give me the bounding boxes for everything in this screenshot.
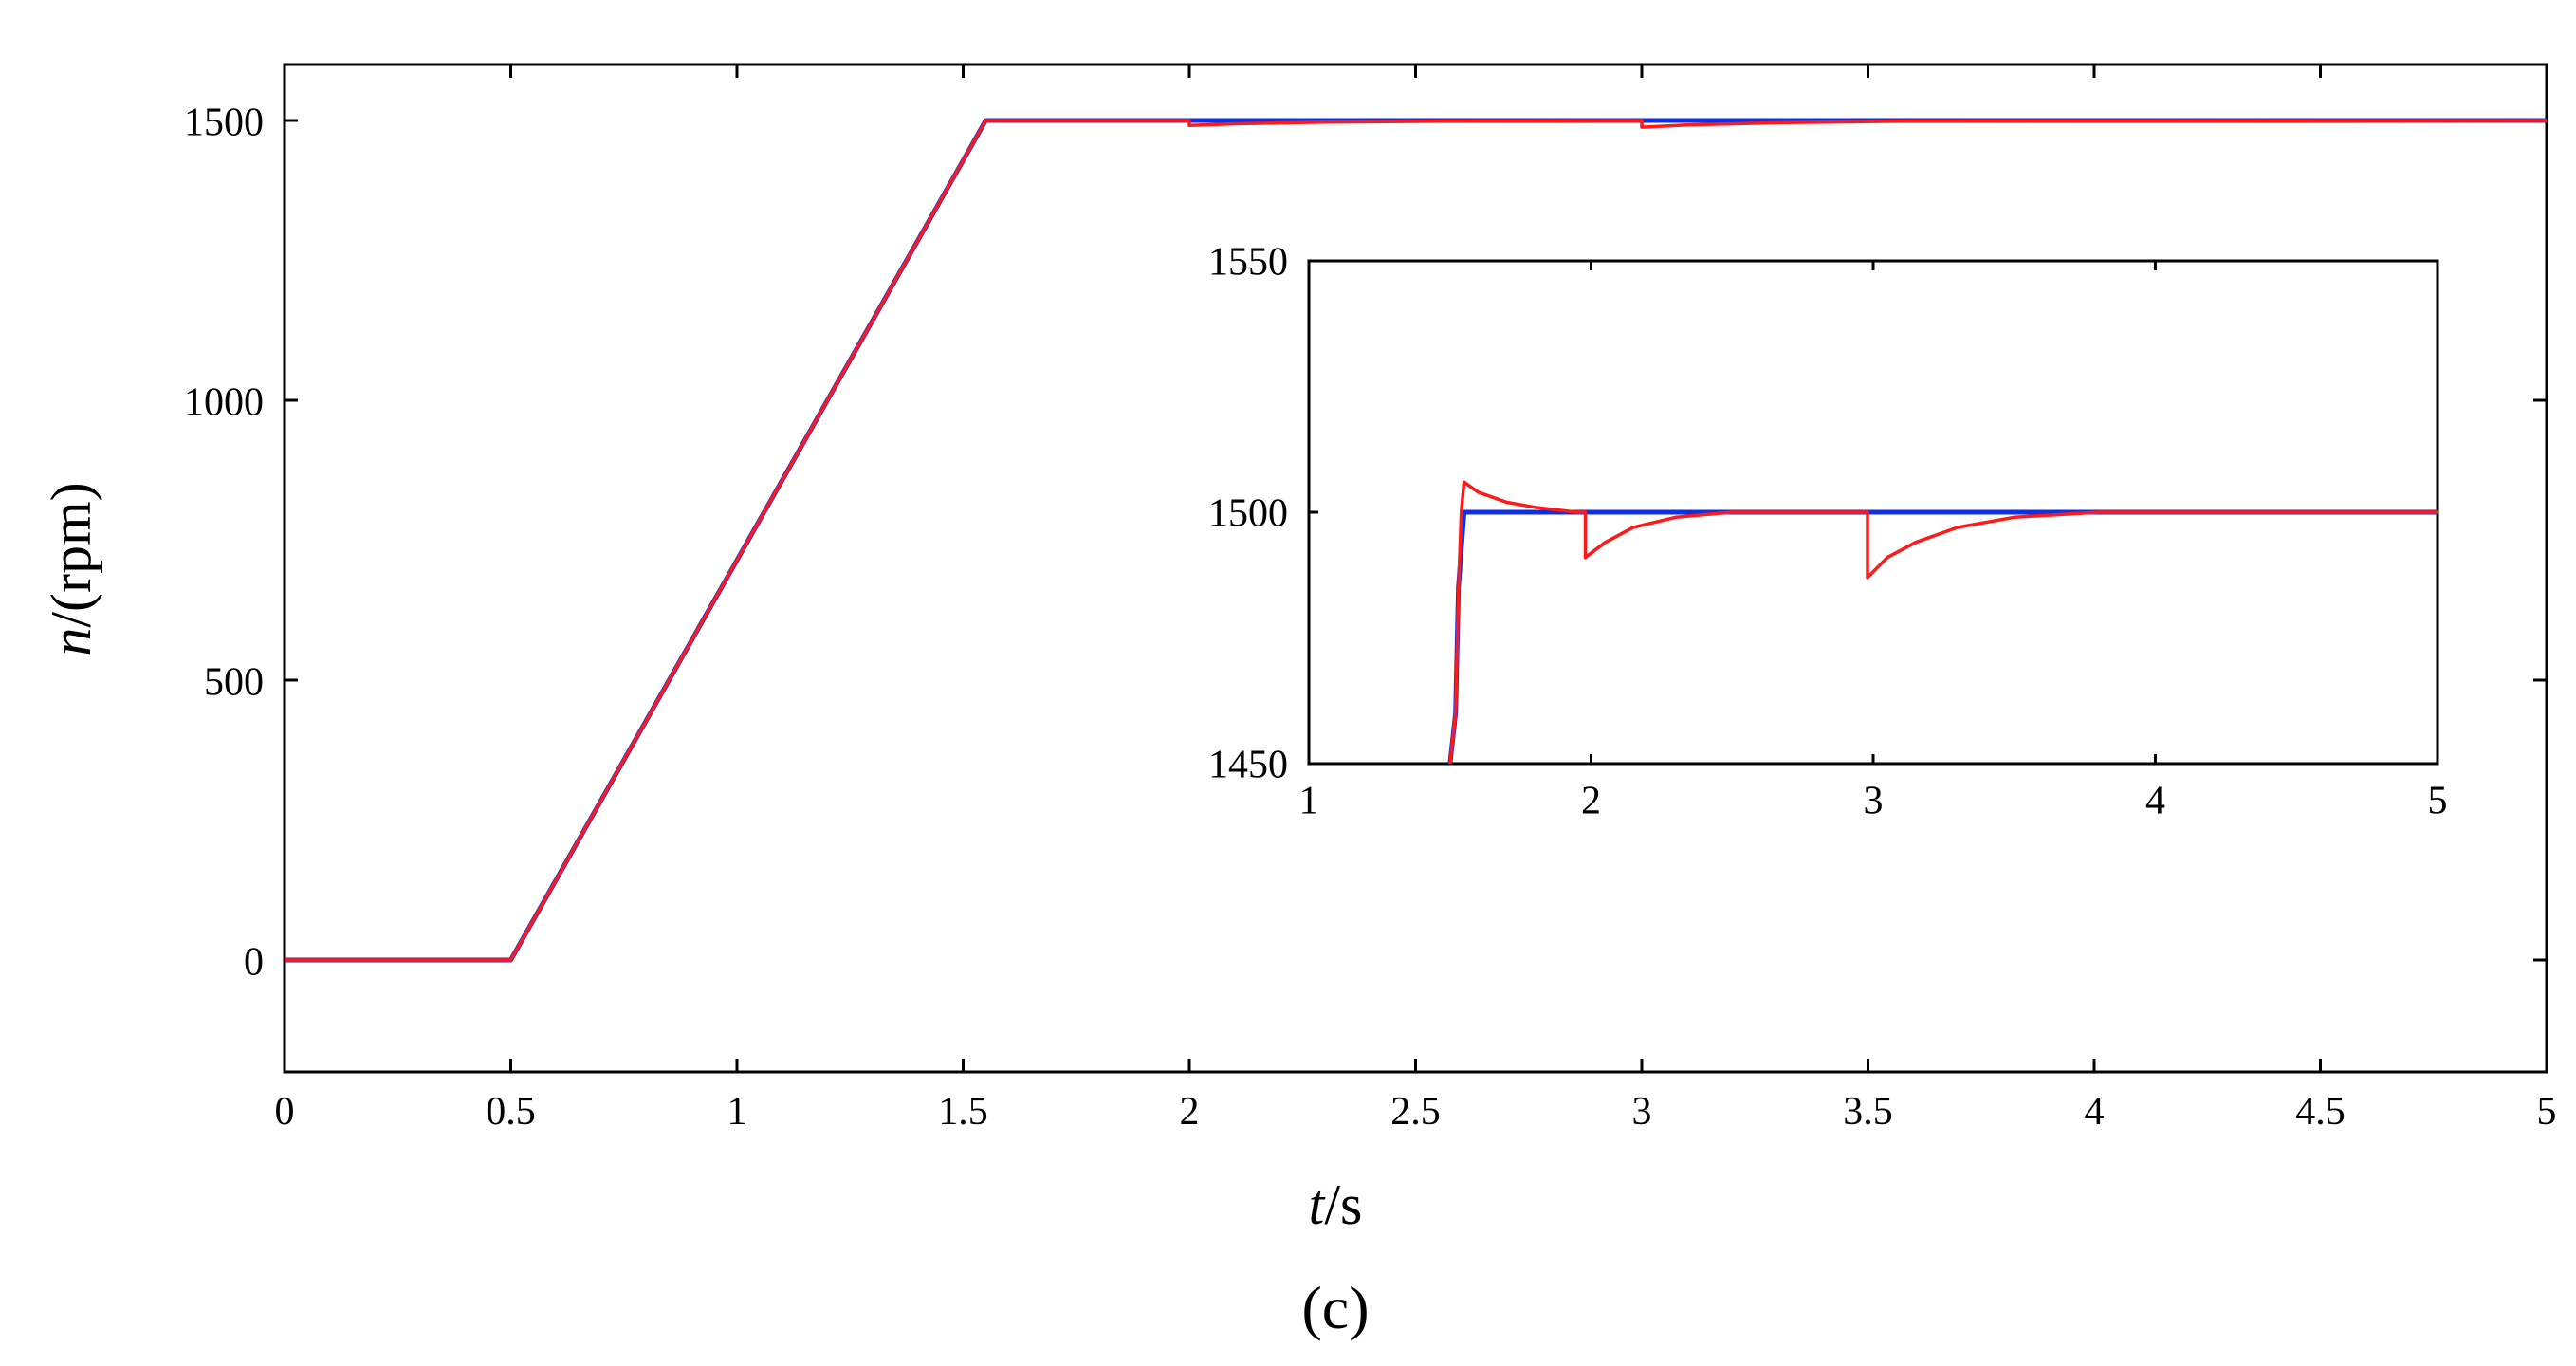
- inset-tick-labels: 1 2 3 4 5 1450 1500 1550: [1208, 241, 2448, 823]
- main-series: [285, 118, 2548, 963]
- inset-series-line-response: [1448, 480, 2438, 765]
- main-y-tick-label: 1500: [184, 101, 264, 144]
- main-x-tick-label: 2.5: [1390, 1090, 1441, 1134]
- main-ticks: [283, 65, 2548, 1072]
- main-x-tick-label: 1.5: [938, 1090, 988, 1134]
- inset-series: [1447, 480, 2438, 765]
- inset-y-tick-label: 1550: [1208, 241, 1288, 285]
- y-axis-label-unit: /(rpm): [40, 482, 102, 627]
- panel-label: (c): [1301, 1274, 1369, 1341]
- inset-x-tick-label: 3: [1864, 780, 1884, 823]
- main-x-tick-label: 2: [1180, 1090, 1200, 1134]
- main-x-tick-label: 3: [1632, 1090, 1652, 1134]
- inset-x-tick-label: 4: [2145, 780, 2165, 823]
- main-x-tick-label: 5: [2537, 1090, 2557, 1134]
- inset-x-tick-label: 1: [1299, 780, 1319, 823]
- inset-y-tick-label: 1500: [1208, 492, 1288, 536]
- x-axis-label-var: t: [1309, 1173, 1326, 1236]
- main-tick-labels: 0 0.5 1 1.5 2 2.5 3 3.5 4 4.5 5 0 500 1000 1500: [184, 101, 2557, 1134]
- main-x-tick-label: 3.5: [1843, 1090, 1893, 1134]
- main-y-tick-label: 1000: [184, 380, 264, 424]
- main-x-tick-label: 1: [727, 1090, 747, 1134]
- x-axis-label: t/s: [1309, 1173, 1363, 1236]
- inset-ticks: [1307, 259, 2439, 766]
- inset-x-tick-label: 2: [1581, 780, 1601, 823]
- y-axis-label: n/(rpm): [40, 482, 102, 655]
- x-axis-label-unit: /s: [1324, 1173, 1362, 1236]
- main-x-tick-label: 0: [275, 1090, 295, 1134]
- main-y-tick-label: 500: [204, 660, 264, 704]
- y-axis-label-var: n: [40, 628, 102, 656]
- main-series-line-response: [285, 119, 2548, 962]
- main-x-tick-label: 0.5: [486, 1090, 536, 1134]
- main-x-tick-label: 4: [2085, 1090, 2105, 1134]
- main-y-tick-label: 0: [244, 940, 264, 984]
- inset-x-tick-label: 5: [2428, 780, 2448, 823]
- inset-y-tick-label: 1450: [1208, 744, 1288, 787]
- main-x-tick-label: 4.5: [2295, 1090, 2346, 1134]
